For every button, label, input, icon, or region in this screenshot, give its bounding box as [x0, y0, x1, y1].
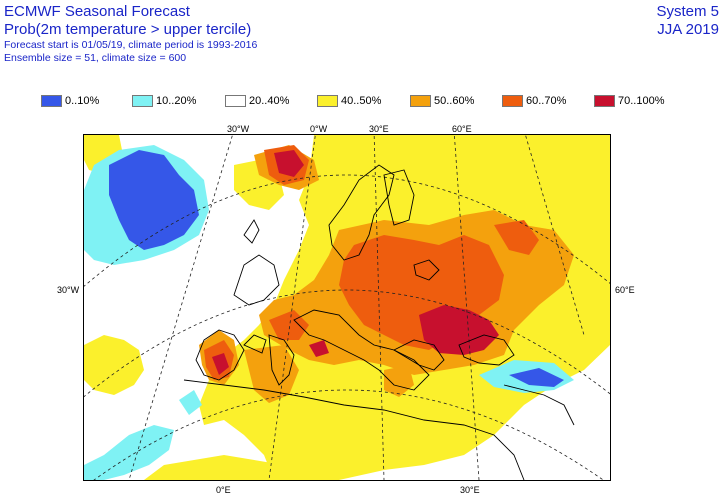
legend-swatch — [317, 95, 338, 107]
lon-label-top: 60°E — [452, 124, 472, 134]
lon-label-top: 0°W — [310, 124, 328, 134]
legend-swatch — [502, 95, 523, 107]
legend-swatch — [410, 95, 431, 107]
lon-label-bottom: 30°E — [460, 485, 480, 495]
legend-swatch — [132, 95, 153, 107]
header-right: System 5 JJA 2019 — [656, 3, 719, 39]
system-label: System 5 — [656, 3, 719, 20]
chart-title: ECMWF Seasonal Forecast — [4, 3, 190, 20]
lat-label-left: 30°W — [57, 285, 80, 295]
lon-label-top: 30°W — [227, 124, 250, 134]
legend-label: 10..20% — [156, 95, 197, 107]
season-label: JJA 2019 — [657, 21, 719, 38]
legend-label: 0..10% — [65, 95, 100, 107]
legend-label: 40..50% — [341, 95, 382, 107]
legend-swatch — [225, 95, 246, 107]
chart-subtitle: Prob(2m temperature > upper tercile) — [4, 21, 252, 38]
legend-label: 70..100% — [618, 95, 665, 107]
lat-label-right: 60°E — [615, 285, 635, 295]
header-left: ECMWF Seasonal Forecast Prob(2m temperat… — [4, 3, 257, 65]
legend-label: 60..70% — [526, 95, 567, 107]
lon-label-top: 30°E — [369, 124, 389, 134]
legend-swatch — [594, 95, 615, 107]
legend-swatch — [41, 95, 62, 107]
coastlines — [183, 164, 575, 480]
probability-field — [84, 135, 610, 480]
forecast-info: Forecast start is 01/05/19, climate peri… — [4, 39, 258, 51]
ensemble-info: Ensemble size = 51, climate size = 600 — [4, 52, 187, 64]
lon-label-bottom: 0°E — [216, 485, 231, 495]
legend-label: 20..40% — [249, 95, 290, 107]
probability-map — [83, 134, 611, 481]
graticule — [84, 135, 610, 480]
legend-label: 50..60% — [434, 95, 475, 107]
